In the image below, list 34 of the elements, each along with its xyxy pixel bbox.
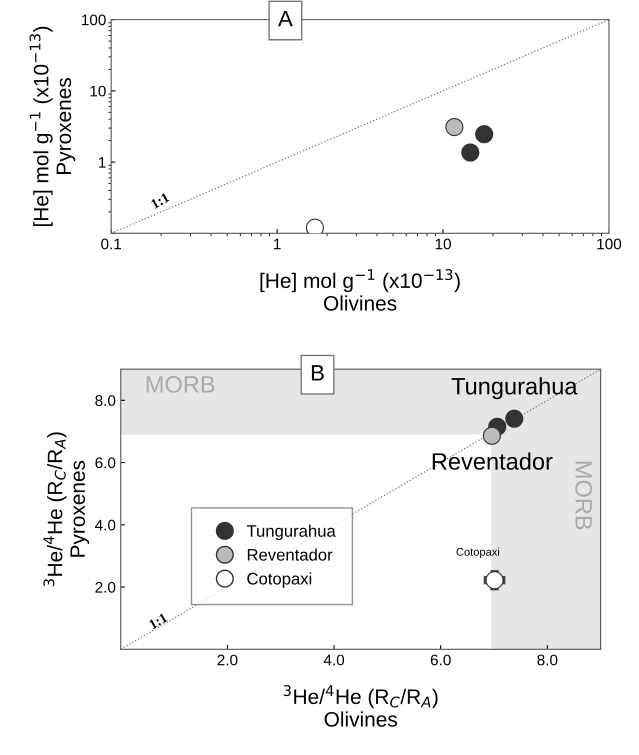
x-tick-label: 6.0	[430, 654, 451, 666]
x-tick-label: 0.1	[101, 238, 122, 250]
x-tick-label: 4.0	[324, 654, 344, 666]
band-label: MORB	[575, 462, 592, 530]
chart-title: B	[312, 365, 324, 380]
y-tick-label: 1	[98, 157, 106, 168]
annotation: 1:1	[148, 612, 168, 630]
x-tick-label: 1	[274, 238, 281, 250]
y-tick-label: 100	[82, 14, 106, 26]
y-tick-label: 10	[90, 86, 106, 97]
band-label: MORB	[146, 376, 214, 393]
annotation: Reventador	[432, 452, 553, 470]
y-tick-label: 8.0	[95, 395, 116, 406]
x-tick-label: 10	[436, 238, 451, 250]
annotation: Cotopaxi	[456, 548, 500, 558]
x-tick-label: 8.0	[537, 654, 558, 666]
annotation: Tungurahua	[452, 377, 578, 400]
point	[485, 571, 504, 590]
text: $^{3}$He/$^{4}$He (R$_{C}$/R$_{A}$) Pyroxenes	[43, 432, 90, 586]
point	[505, 410, 524, 428]
text: $^{3}$He/$^{4}$He (R$_{C}$/R$_{A}$) Olivines	[284, 685, 438, 727]
y-tick-label: 2.0	[95, 582, 116, 593]
y-tick-label: 4.0	[95, 520, 116, 530]
legend-label: Tungurahua	[246, 524, 336, 540]
x-tick-label: 100	[597, 238, 622, 250]
annotation: 1:1	[150, 192, 170, 209]
x-tick-label: 2.0	[218, 654, 238, 666]
legend-label: Reventador	[248, 548, 332, 561]
chart-title: A	[278, 10, 293, 26]
point	[482, 426, 501, 445]
text: [He] mol g$^{−1}$ (x10$^{−13}$) Pyroxenes	[30, 26, 76, 226]
text: [He] mol g$^{−1}$ (x10$^{−13}$) Olivines	[260, 269, 460, 311]
y-tick-label: 6.0	[95, 457, 116, 468]
legend-label: Cotopaxi	[247, 572, 312, 588]
